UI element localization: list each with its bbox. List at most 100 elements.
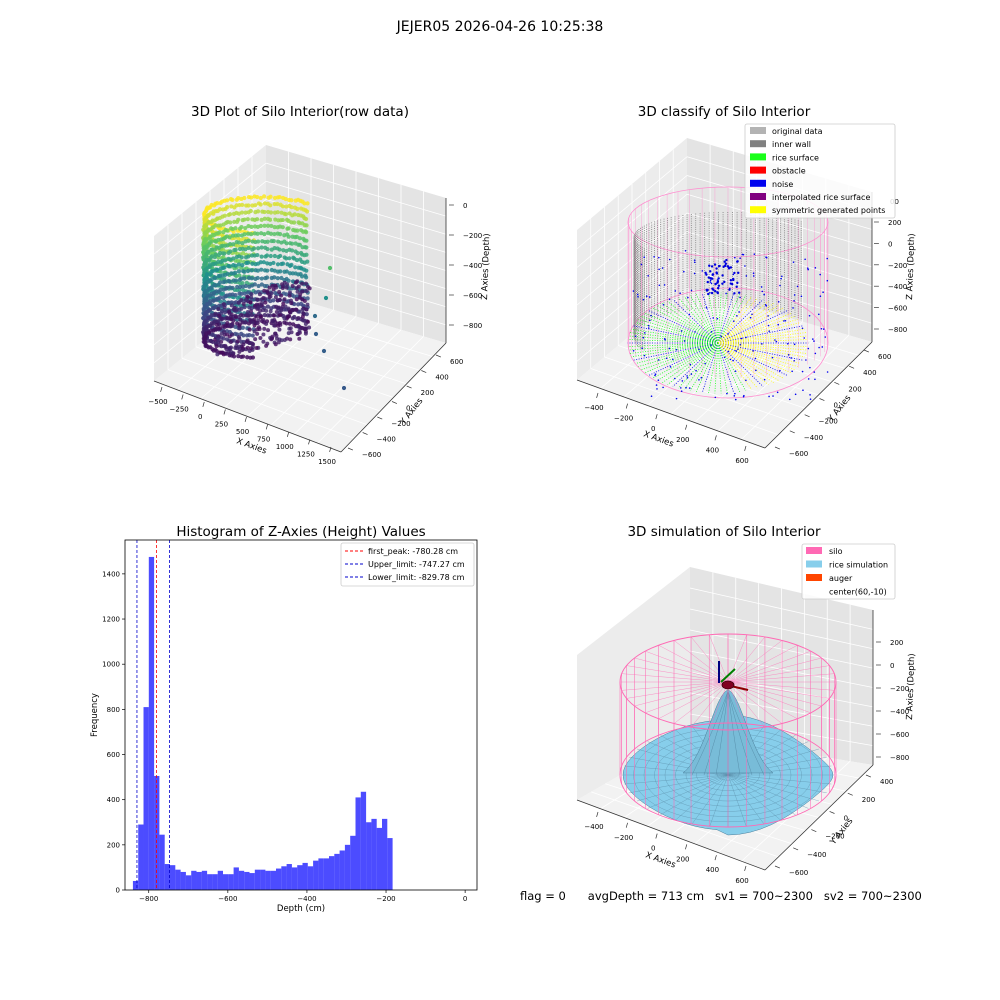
- simulation-y-axis-line: [764, 764, 874, 871]
- classify-noise-point: [727, 350, 730, 353]
- raw-x-tick-label: 1500: [318, 458, 336, 466]
- histogram-bar: [276, 868, 282, 890]
- raw-data-point: [279, 275, 284, 281]
- histogram-bar: [302, 862, 308, 890]
- raw-data-point: [289, 198, 294, 203]
- raw-data-point: [217, 295, 223, 300]
- raw-data-point: [287, 309, 292, 314]
- classify-noise-point: [706, 280, 709, 284]
- classify-rice-surface-point: [717, 322, 801, 344]
- histogram-bar: [366, 822, 372, 890]
- simulation-panel: 3D simulation of Silo Interior −400 −200 0…: [576, 524, 917, 885]
- raw-data-point: [242, 232, 247, 237]
- classify-noise-point: [787, 354, 790, 356]
- histogram-bar: [233, 867, 239, 890]
- silo-lid-wire: [727, 657, 822, 683]
- classify-noise-point: [656, 388, 658, 390]
- classify-noise-point: [786, 342, 789, 345]
- raw-data-point: [280, 204, 285, 209]
- raw-data-point: [222, 213, 227, 218]
- raw-data-point: [231, 307, 236, 312]
- raw-data-point: [294, 257, 300, 263]
- histogram-x-tick-label: −400: [297, 895, 316, 903]
- raw-data-point: [239, 298, 244, 303]
- classify-noise-point: [793, 294, 796, 296]
- classify-noise-point: [657, 359, 660, 361]
- raw-data-point: [220, 233, 225, 238]
- classify-rice-surface-point: [641, 315, 719, 344]
- classify-rice-surface-point: [717, 342, 735, 393]
- classify-rice-surface-point: [667, 300, 719, 344]
- classify-noise-point: [809, 398, 812, 400]
- raw-data-point: [236, 196, 241, 201]
- classify-noise-point: [710, 282, 713, 285]
- silo-lid-wire: [727, 650, 811, 683]
- classify-x-tick-mark: [685, 424, 688, 430]
- classify-noise-point: [710, 331, 713, 333]
- histogram-bar: [175, 869, 181, 890]
- raw-data-point: [249, 292, 254, 297]
- raw-data-point: [269, 336, 274, 341]
- classify-noise-point: [808, 314, 811, 317]
- simulation-grid-line: [689, 671, 874, 708]
- raw-data-point: [293, 265, 298, 270]
- raw-data-point: [243, 283, 248, 289]
- histogram-bar: [339, 850, 345, 890]
- raw-data-point: [245, 295, 250, 300]
- classify-noise-point: [733, 271, 736, 275]
- classify-noise-point: [767, 324, 770, 327]
- silo-lid-wire: [727, 681, 822, 707]
- classify-rice-surface-point: [683, 296, 719, 344]
- raw-z-tick-label: 0: [463, 202, 467, 210]
- raw-data-point: [233, 247, 238, 252]
- classify-rice-surface-point: [627, 342, 719, 347]
- raw-data-point: [222, 305, 227, 310]
- raw-y-tick-mark: [391, 401, 398, 404]
- classify-rice-surface-point: [627, 339, 719, 344]
- raw-data-point: [248, 208, 253, 214]
- classify-rice-surface-point: [717, 342, 722, 394]
- classify-noise-point: [768, 330, 770, 332]
- classify-noise-point: [695, 369, 697, 372]
- raw-data-point: [279, 293, 284, 298]
- classify-noise-point: [721, 274, 724, 277]
- raw-data-point: [248, 300, 253, 305]
- raw-data-point: [263, 296, 268, 301]
- raw-y-tick-mark: [377, 416, 383, 420]
- raw-data-point: [341, 385, 347, 391]
- histogram-y-tick-label: 1000: [102, 661, 120, 669]
- silo-lid-wire: [658, 681, 729, 719]
- classify-noise-point: [640, 263, 643, 266]
- raw-data-point: [246, 245, 251, 251]
- raw-data-point: [255, 331, 260, 336]
- figure-suptitle: JEJER05 2026-04-26 10:25:38: [396, 19, 604, 35]
- raw-data-point: [255, 194, 260, 200]
- classify-rice-surface-point: [631, 342, 719, 358]
- raw-x-tick-label: 750: [257, 436, 270, 444]
- histogram-bar: [249, 873, 255, 890]
- raw-data-point: [265, 246, 270, 252]
- classify-noise-point: [705, 273, 708, 276]
- classify-noise-point: [716, 279, 719, 281]
- raw-data-point: [239, 210, 245, 215]
- classify-noise-point: [681, 380, 684, 382]
- classify-noise-point: [688, 313, 691, 316]
- raw-data-point: [313, 331, 319, 337]
- classify-noise-point: [784, 319, 787, 322]
- raw-data-point: [242, 291, 247, 296]
- raw-data-point: [258, 336, 263, 341]
- raw-data-point: [213, 275, 218, 281]
- simulation-y-tick-mark: [865, 774, 872, 778]
- classify-noise-point: [729, 266, 733, 269]
- classify-rice-surface-point: [708, 342, 719, 394]
- raw-data-point: [265, 223, 271, 228]
- raw-panel-title: 3D Plot of Silo Interior(row data): [191, 104, 409, 120]
- raw-y-axis-line: [340, 342, 447, 453]
- raw-data-point: [233, 315, 238, 320]
- raw-data-point: [239, 276, 244, 281]
- classify-rice-surface-point: [631, 328, 719, 344]
- rice-simulation-mesh: [727, 774, 809, 809]
- raw-data-point: [289, 301, 294, 306]
- raw-data-point: [224, 337, 230, 342]
- raw-data-point: [250, 345, 255, 350]
